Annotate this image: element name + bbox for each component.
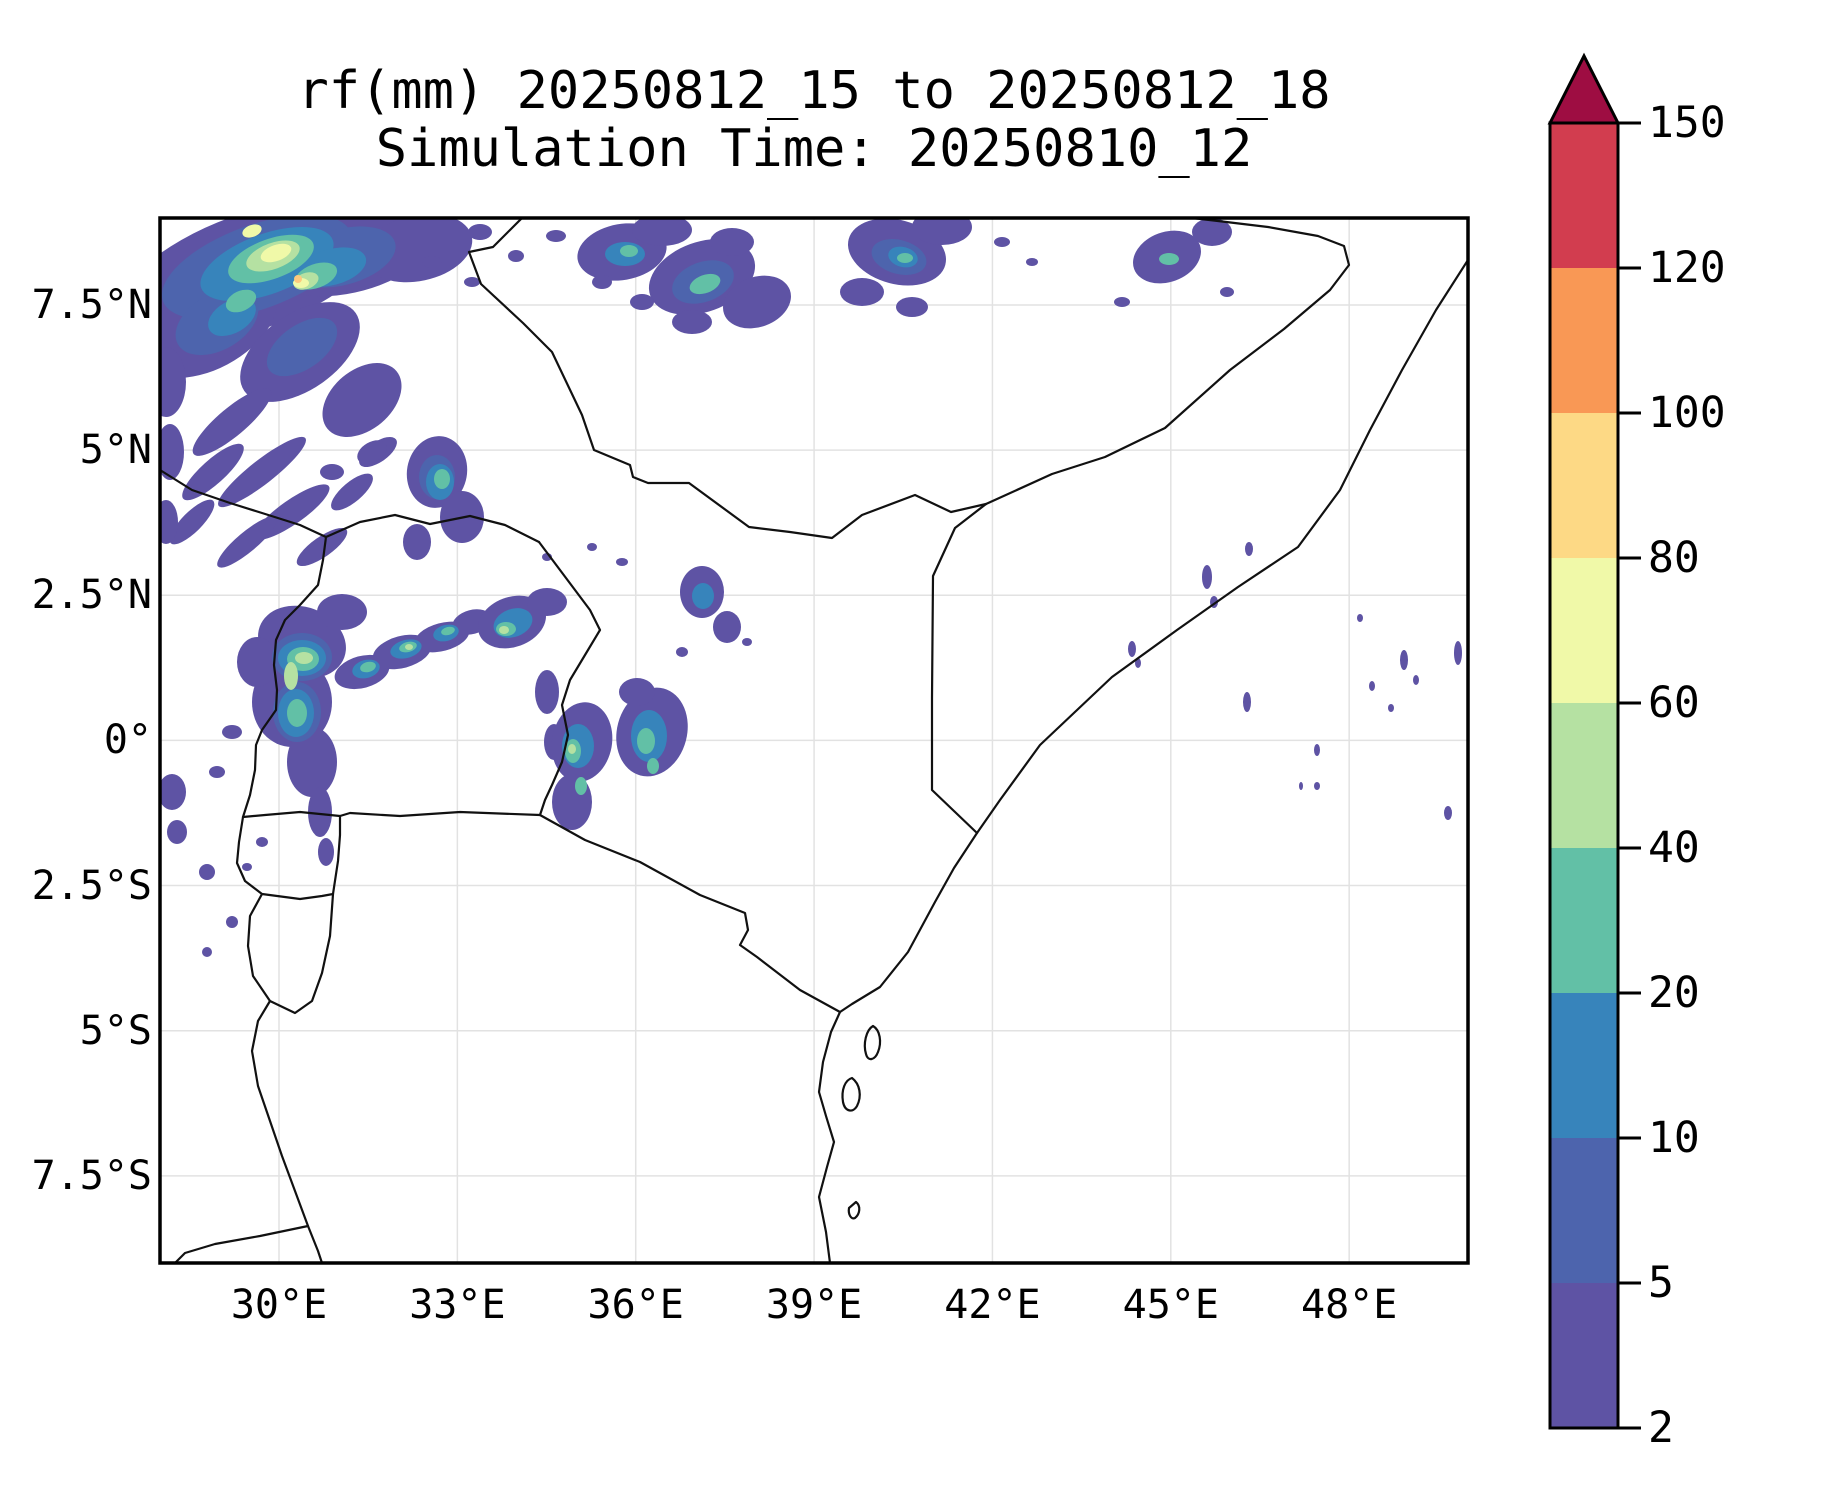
- title-line-1: rf(mm) 20250812_15 to 20250812_18: [297, 61, 1331, 121]
- colorbar-tick-label: 2: [1648, 1403, 1674, 1453]
- border-ethiopia-somalia: [984, 218, 1351, 506]
- country-borders: [160, 218, 1468, 1263]
- colorbar-tick-label: 100: [1648, 388, 1726, 438]
- border-kenya-somalia: [930, 502, 988, 835]
- lon-tick-label: 30°E: [230, 1282, 328, 1328]
- border-uganda-tanzania: [338, 810, 542, 818]
- rain-level-80-100mm: [294, 275, 302, 283]
- border-southsudan-ethiopia-kenya: [467, 218, 988, 540]
- lat-tick-label: 0°: [103, 717, 152, 764]
- lat-tick-label: 5°N: [79, 427, 152, 474]
- border-kenya-tanzania: [538, 813, 842, 1014]
- lat-tick-label: 5°S: [79, 1007, 152, 1054]
- title-line-2: Simulation Time: 20250810_12: [375, 119, 1253, 179]
- border-uganda-kenya: [537, 540, 602, 817]
- colorbar-tick-label: 5: [1648, 1258, 1674, 1308]
- colorbar-tick-label: 10: [1648, 1113, 1700, 1163]
- border-drc-southsudan-uganda: [160, 468, 541, 544]
- plot-title: rf(mm) 20250812_15 to 20250812_18 Simula…: [160, 62, 1468, 178]
- border-drc-uganda: [241, 535, 328, 819]
- island-mafia: [847, 1200, 861, 1220]
- rainfall-field: [160, 218, 1462, 957]
- colorbar-tick-label: 40: [1648, 823, 1700, 873]
- colorbar-tick-label: 120: [1648, 243, 1726, 293]
- colorbar-tick-label: 60: [1648, 678, 1700, 728]
- colorbar-tick-label: 20: [1648, 968, 1700, 1018]
- rain-level-60-80mm: [242, 224, 309, 288]
- map-frame: [158, 216, 1470, 1265]
- border-rwanda: [235, 810, 342, 901]
- lon-tick-label: 39°E: [765, 1282, 863, 1328]
- lat-tick-label: 2.5°N: [31, 572, 152, 619]
- island-zanzibar: [841, 1076, 861, 1112]
- lon-tick-label: 36°E: [587, 1282, 684, 1328]
- colorbar-tick-label: 150: [1648, 98, 1726, 148]
- lat-tick-label: 7.5°N: [31, 282, 152, 328]
- colorbar-segments: [1550, 123, 1618, 1428]
- gridlines: [160, 218, 1468, 1263]
- lat-tick-label: 2.5°S: [31, 862, 152, 909]
- lon-tick-label: 33°E: [409, 1282, 506, 1328]
- lon-tick-label: 45°E: [1122, 1282, 1219, 1328]
- colorbar-outline: [1548, 121, 1620, 1430]
- colorbar-over-arrow: [1547, 52, 1621, 125]
- island-pemba: [863, 1024, 882, 1061]
- coastline-indian-ocean: [817, 258, 1468, 1263]
- border-burundi: [246, 892, 335, 1015]
- border-drc-tanzania-lake-tanganyika: [250, 999, 324, 1263]
- colorbar-ticks: [1618, 121, 1641, 1430]
- colorbar-tick-label: 80: [1648, 533, 1700, 583]
- lon-tick-label: 48°E: [1300, 1282, 1398, 1328]
- lon-tick-label: 42°E: [944, 1282, 1041, 1328]
- lat-tick-label: 7.5°S: [31, 1152, 152, 1199]
- border-tanzania-zambia-stub: [173, 1224, 310, 1263]
